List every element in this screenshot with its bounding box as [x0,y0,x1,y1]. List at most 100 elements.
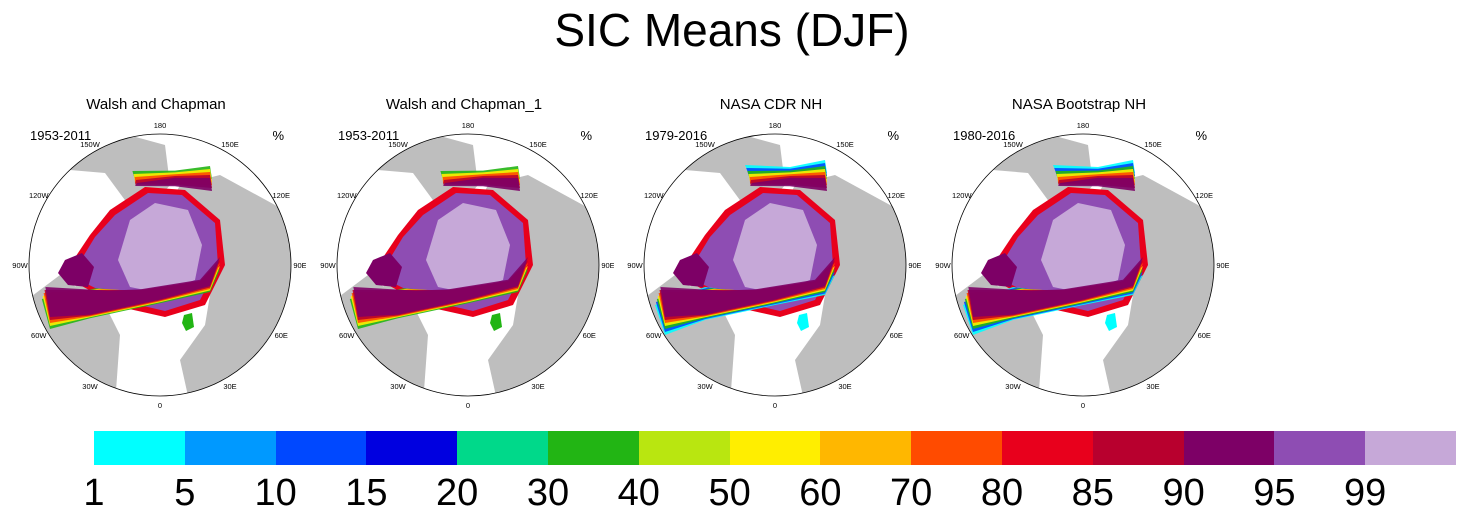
colorbar-tick-label: 85 [1071,472,1114,514]
ice-hudson-bay [673,253,709,287]
map-border [336,133,600,397]
longitude-label: 90W [627,261,643,270]
ice-band [45,257,221,317]
colorbar-tick-label: 95 [1253,472,1296,514]
colorbar-segment [820,431,912,465]
longitude-label: 90E [293,261,306,270]
colorbar-segment [184,431,277,465]
panel-nasa-cdr: NASA CDR NH 1979-2016 % 180 150E 120E 90E 60… [621,90,921,410]
longitude-label: 150E [1144,140,1162,149]
colorbar-tick-label: 10 [254,472,297,514]
colorbar-segment [94,431,186,465]
longitude-label: 30E [223,382,236,391]
panel-units: % [1195,128,1207,143]
longitude-label: 120W [644,191,665,200]
longitude-label: 150E [529,140,547,149]
longitude-label: 120E [1195,191,1213,200]
panel-title: Walsh and Chapman [86,96,226,113]
longitude-label: 180 [769,121,782,130]
ice-hudson-bay [981,253,1017,287]
longitude-label: 150E [221,140,239,149]
map-border [951,133,1215,397]
colorbar-segment [729,431,821,465]
colorbar-tick-label: 99 [1344,472,1387,514]
panel-years: 1979-2016 [645,128,708,143]
polar-map: 180 150E 120E 90E 60E 30E 0 30W 60W 90W 120W 150W [12,121,306,408]
longitude-label: 90W [320,261,336,270]
longitude-label: 60E [1198,331,1211,340]
colorbar-segment [911,431,1003,465]
longitude-label: 0 [466,401,470,408]
longitude-label: 0 [773,401,777,408]
ice-hudson-bay [58,253,94,287]
colorbar-tick-label: 5 [174,472,196,514]
colorbar-tick-label: 15 [345,472,388,514]
colorbar-segment [275,431,367,465]
panel-units: % [272,128,284,143]
panel-units: % [887,128,899,143]
colorbar-tick-label: 1 [83,472,105,514]
panel-title: NASA Bootstrap NH [1011,96,1147,113]
colorbar [94,431,1457,465]
longitude-label: 180 [1077,121,1090,130]
longitude-label: 90E [908,261,921,270]
panel-years: 1953-2011 [338,128,400,143]
longitude-label: 30W [1005,382,1021,391]
polar-map: 180 150E 120E 90E 60E 30E 0 30W 60W 90W 120W 150W [627,121,921,408]
longitude-label: 30E [1146,382,1159,391]
longitude-label: 30W [390,382,406,391]
ice-baltic [797,313,809,331]
colorbar-segment [1002,431,1094,465]
longitude-label: 30W [697,382,713,391]
longitude-label: 60E [890,331,903,340]
colorbar-tick-label: 20 [436,472,479,514]
ice-band [660,257,835,317]
longitude-label: 0 [158,401,162,408]
ice-baltic [1105,313,1117,331]
ice-hudson-bay [366,253,402,287]
colorbar-segment [1274,431,1366,465]
longitude-label: 30W [82,382,98,391]
colorbar-segment [638,431,731,465]
colorbar-segment [457,431,549,465]
longitude-label: 120E [580,191,598,200]
polar-map: 180 150E 120E 90E 60E 30E 0 30W 60W 90W 120W 150W [935,121,1229,408]
colorbar-tick-label: 50 [708,472,751,514]
ice-band [443,177,520,191]
longitude-label: 0 [1081,401,1085,408]
longitude-label: 90W [935,261,951,270]
longitude-label: 180 [154,121,167,130]
longitude-label: 150W [80,140,101,149]
longitude-label: 30E [838,382,851,391]
panel-nasa-bootstrap: NASA Bootstrap NH 1980-2016 % 180 150E 120… [929,90,1229,410]
panel-years: 1953-2011 [30,128,92,143]
longitude-label: 90E [1216,261,1229,270]
longitude-label: 120W [337,191,358,200]
longitude-label: 60W [339,331,355,340]
longitude-label: 60W [31,331,47,340]
ice-baltic [490,313,502,331]
ice-99-100 [118,203,202,293]
colorbar-tick-label: 80 [980,472,1024,514]
colorbar-segment [1183,431,1275,465]
panel-title: Walsh and Chapman_1 [385,96,543,113]
map-border [643,133,907,397]
ice-baltic [182,313,194,331]
longitude-label: 150W [388,140,409,149]
longitude-label: 90W [12,261,28,270]
ice-99-100 [426,203,510,293]
colorbar-segment [548,431,640,465]
figure-title: SIC Means (DJF) [554,4,910,56]
colorbar-tick-label: 40 [617,472,660,514]
ice-99-100 [1041,203,1125,293]
ice-band [135,177,212,191]
longitude-label: 120E [887,191,905,200]
longitude-label: 60W [954,331,970,340]
longitude-label: 150E [836,140,854,149]
longitude-label: 180 [462,121,475,130]
colorbar-tick-label: 60 [799,472,842,514]
longitude-label: 150W [695,140,716,149]
colorbar-tick-label: 70 [890,472,933,514]
longitude-label: 90E [601,261,614,270]
longitude-label: 30E [531,382,544,391]
